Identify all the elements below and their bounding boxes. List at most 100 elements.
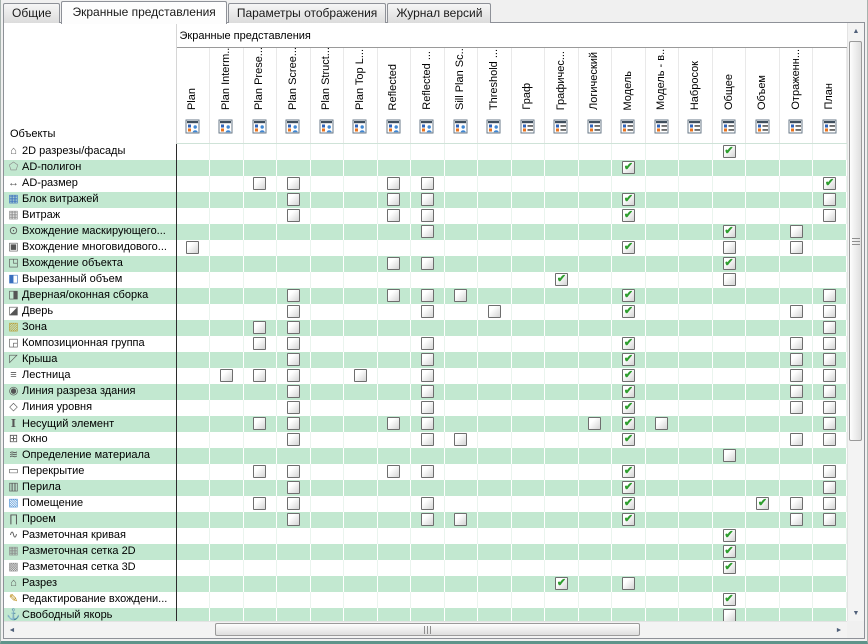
visibility-checkbox[interactable] xyxy=(286,177,300,190)
scroll-down-button[interactable]: ▼ xyxy=(848,605,864,621)
visibility-checkbox[interactable] xyxy=(420,433,434,446)
visibility-checkbox[interactable]: ✔ xyxy=(722,529,736,542)
object-row-label[interactable]: ↔ AD-размер xyxy=(4,175,177,192)
object-row-label[interactable]: ⌂ Разрез xyxy=(4,575,177,592)
visibility-checkbox[interactable] xyxy=(588,417,602,430)
visibility-checkbox[interactable] xyxy=(286,433,300,446)
visibility-checkbox[interactable] xyxy=(420,193,434,206)
visibility-checkbox[interactable] xyxy=(387,289,401,302)
visibility-checkbox[interactable]: ✔ xyxy=(621,193,635,206)
visibility-checkbox[interactable] xyxy=(420,401,434,414)
visibility-checkbox[interactable] xyxy=(253,417,267,430)
object-row-label[interactable]: ⊙ Вхождение маскирующего... xyxy=(4,223,177,240)
visibility-checkbox[interactable] xyxy=(823,321,837,334)
visibility-checkbox[interactable] xyxy=(286,497,300,510)
visibility-checkbox[interactable] xyxy=(387,209,401,222)
visibility-checkbox[interactable] xyxy=(253,465,267,478)
visibility-checkbox[interactable] xyxy=(420,385,434,398)
visibility-checkbox[interactable]: ✔ xyxy=(621,337,635,350)
visibility-checkbox[interactable]: ✔ xyxy=(621,465,635,478)
visibility-checkbox[interactable]: ✔ xyxy=(621,401,635,414)
visibility-checkbox[interactable] xyxy=(420,209,434,222)
visibility-checkbox[interactable] xyxy=(823,369,837,382)
column-header[interactable]: Модель xyxy=(611,47,646,115)
visibility-checkbox[interactable]: ✔ xyxy=(621,353,635,366)
object-row-label[interactable]: ▦ Разметочная сетка 2D xyxy=(4,543,177,560)
column-header[interactable]: Reflected xyxy=(377,47,412,115)
column-header[interactable]: План xyxy=(812,47,847,115)
object-row-label[interactable]: ✎ Редактирование вхождени... xyxy=(4,591,177,608)
visibility-checkbox[interactable] xyxy=(420,337,434,350)
object-row-label[interactable]: ∏ Проем xyxy=(4,511,177,528)
visibility-checkbox[interactable] xyxy=(420,353,434,366)
object-row-label[interactable]: ≡ Лестница xyxy=(4,367,177,384)
object-row-label[interactable]: ⚓ Свободный якорь xyxy=(4,607,177,621)
scroll-up-button[interactable]: ▲ xyxy=(848,23,864,39)
visibility-checkbox[interactable] xyxy=(420,289,434,302)
visibility-checkbox[interactable] xyxy=(420,513,434,526)
visibility-checkbox[interactable]: ✔ xyxy=(621,369,635,382)
visibility-checkbox[interactable] xyxy=(722,609,736,621)
column-header[interactable]: Набросок xyxy=(678,47,713,115)
visibility-checkbox[interactable] xyxy=(789,337,803,350)
column-header[interactable]: Модель - в... xyxy=(645,47,680,115)
column-header[interactable]: Sill Plan Sc... xyxy=(444,47,479,115)
visibility-checkbox[interactable] xyxy=(420,497,434,510)
column-header[interactable]: Логический xyxy=(578,47,613,115)
visibility-checkbox[interactable] xyxy=(823,401,837,414)
visibility-checkbox[interactable] xyxy=(420,465,434,478)
tab-1[interactable]: Общие xyxy=(3,3,61,23)
visibility-checkbox[interactable] xyxy=(454,513,468,526)
object-row-label[interactable]: ▧ Помещение xyxy=(4,495,177,512)
visibility-checkbox[interactable] xyxy=(353,369,367,382)
object-row-label[interactable]: ▦ Витраж xyxy=(4,207,177,224)
visibility-checkbox[interactable]: ✔ xyxy=(621,513,635,526)
object-row-label[interactable]: ◉ Линия разреза здания xyxy=(4,383,177,400)
visibility-checkbox[interactable] xyxy=(823,193,837,206)
visibility-checkbox[interactable] xyxy=(286,321,300,334)
visibility-checkbox[interactable] xyxy=(387,193,401,206)
object-row-label[interactable]: ⌂ 2D разрезы/фасады xyxy=(4,143,177,160)
visibility-checkbox[interactable] xyxy=(454,433,468,446)
visibility-checkbox[interactable] xyxy=(219,369,233,382)
visibility-checkbox[interactable]: ✔ xyxy=(621,209,635,222)
visibility-checkbox[interactable]: ✔ xyxy=(722,225,736,238)
column-header[interactable]: Reflected ... xyxy=(410,47,445,115)
column-header[interactable]: Графичес... xyxy=(544,47,579,115)
tab-4[interactable]: Журнал версий xyxy=(387,3,492,23)
visibility-checkbox[interactable] xyxy=(823,353,837,366)
visibility-checkbox[interactable]: ✔ xyxy=(621,417,635,430)
visibility-checkbox[interactable]: ✔ xyxy=(621,305,635,318)
visibility-checkbox[interactable]: ✔ xyxy=(621,385,635,398)
visibility-checkbox[interactable] xyxy=(823,465,837,478)
visibility-checkbox[interactable] xyxy=(655,417,669,430)
visibility-checkbox[interactable] xyxy=(253,321,267,334)
visibility-checkbox[interactable] xyxy=(286,513,300,526)
visibility-checkbox[interactable]: ✔ xyxy=(621,481,635,494)
visibility-checkbox[interactable] xyxy=(823,513,837,526)
visibility-checkbox[interactable]: ✔ xyxy=(621,161,635,174)
visibility-checkbox[interactable]: ✔ xyxy=(722,561,736,574)
visibility-checkbox[interactable] xyxy=(722,273,736,286)
column-header[interactable]: Общее xyxy=(712,47,747,115)
visibility-checkbox[interactable] xyxy=(253,497,267,510)
visibility-checkbox[interactable] xyxy=(789,353,803,366)
visibility-checkbox[interactable]: ✔ xyxy=(722,593,736,606)
visibility-checkbox[interactable] xyxy=(823,433,837,446)
visibility-checkbox[interactable] xyxy=(454,289,468,302)
visibility-checkbox[interactable] xyxy=(286,385,300,398)
visibility-checkbox[interactable] xyxy=(387,257,401,270)
visibility-checkbox[interactable] xyxy=(789,225,803,238)
visibility-checkbox[interactable] xyxy=(286,209,300,222)
object-row-label[interactable]: I Несущий элемент xyxy=(4,415,177,432)
visibility-checkbox[interactable] xyxy=(722,449,736,462)
visibility-checkbox[interactable]: ✔ xyxy=(554,577,568,590)
visibility-checkbox[interactable] xyxy=(286,193,300,206)
visibility-checkbox[interactable] xyxy=(253,337,267,350)
object-row-label[interactable]: ◇ Линия уровня xyxy=(4,399,177,416)
column-header[interactable]: Plan Prese... xyxy=(243,47,278,115)
visibility-checkbox[interactable] xyxy=(420,257,434,270)
visibility-checkbox[interactable]: ✔ xyxy=(621,433,635,446)
visibility-checkbox[interactable]: ✔ xyxy=(722,145,736,159)
visibility-checkbox[interactable] xyxy=(789,401,803,414)
